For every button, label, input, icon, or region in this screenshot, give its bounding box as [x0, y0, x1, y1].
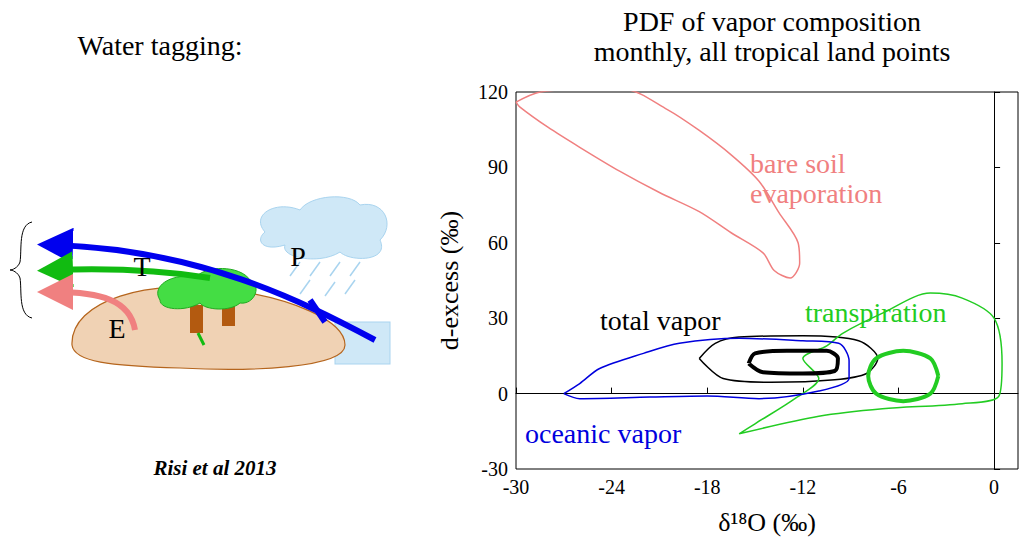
svg-text:bare soil: bare soil: [750, 148, 853, 179]
svg-text:-24: -24: [598, 476, 625, 498]
svg-text:d-excess (‰): d-excess (‰): [435, 211, 464, 350]
svg-text:0: 0: [498, 383, 508, 405]
svg-text:-30: -30: [503, 476, 530, 498]
svg-text:60: 60: [488, 232, 508, 254]
svg-text:total vapor: total vapor: [600, 305, 721, 336]
svg-text:-12: -12: [790, 476, 817, 498]
svg-text:δ¹⁸O (‰): δ¹⁸O (‰): [718, 508, 816, 537]
svg-text:T: T: [133, 251, 150, 282]
svg-text:oceanic vapor: oceanic vapor: [525, 418, 682, 449]
svg-text:-18: -18: [694, 476, 721, 498]
svg-text:120: 120: [478, 81, 508, 103]
svg-text:transpiration: transpiration: [805, 297, 947, 328]
svg-text:0: 0: [989, 476, 999, 498]
svg-text:-6: -6: [890, 476, 907, 498]
svg-text:Risi et al 2013: Risi et al 2013: [152, 456, 276, 480]
svg-text:monthly, all tropical land poi: monthly, all tropical land points: [594, 36, 951, 67]
svg-text:-30: -30: [481, 458, 508, 480]
svg-text:Water tagging:: Water tagging:: [78, 30, 243, 61]
svg-text:E: E: [108, 313, 125, 344]
svg-text:PDF of vapor composition: PDF of vapor composition: [623, 6, 921, 37]
svg-text:evaporation: evaporation: [750, 178, 882, 209]
svg-text:P: P: [290, 241, 306, 272]
svg-text:30: 30: [488, 307, 508, 329]
svg-text:90: 90: [488, 156, 508, 178]
